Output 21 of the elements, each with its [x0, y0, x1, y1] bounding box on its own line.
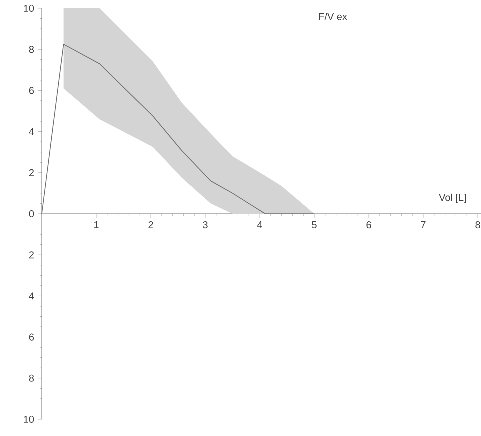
y-tick-label: 8: [29, 46, 34, 54]
x-axis-title: Vol [L]: [439, 194, 466, 204]
y-tick-label: 6: [29, 334, 34, 341]
y-tick-label: 6: [29, 87, 34, 94]
y-tick-label: 2: [29, 252, 34, 259]
x-tick-label: 2: [148, 222, 154, 228]
x-tick-label: 7: [421, 222, 426, 228]
y-tick-label: 4: [29, 128, 34, 136]
y-tick-label: 0: [29, 210, 34, 218]
y-tick-label: 8: [29, 374, 34, 382]
x-tick-label: 6: [366, 222, 372, 229]
chart-title: F/V ex: [319, 13, 348, 20]
x-tick-label: 1: [94, 222, 99, 228]
x-tick-label: 3: [203, 222, 208, 229]
y-tick-label: 4: [29, 292, 34, 300]
x-tick-label: 4: [257, 222, 262, 228]
y-tick-label: 10: [24, 4, 34, 12]
y-tick-label: 2: [29, 169, 34, 176]
x-tick-label: 8: [476, 222, 480, 229]
x-tick-label: 5: [312, 222, 317, 228]
y-tick-label: 10: [24, 416, 34, 424]
